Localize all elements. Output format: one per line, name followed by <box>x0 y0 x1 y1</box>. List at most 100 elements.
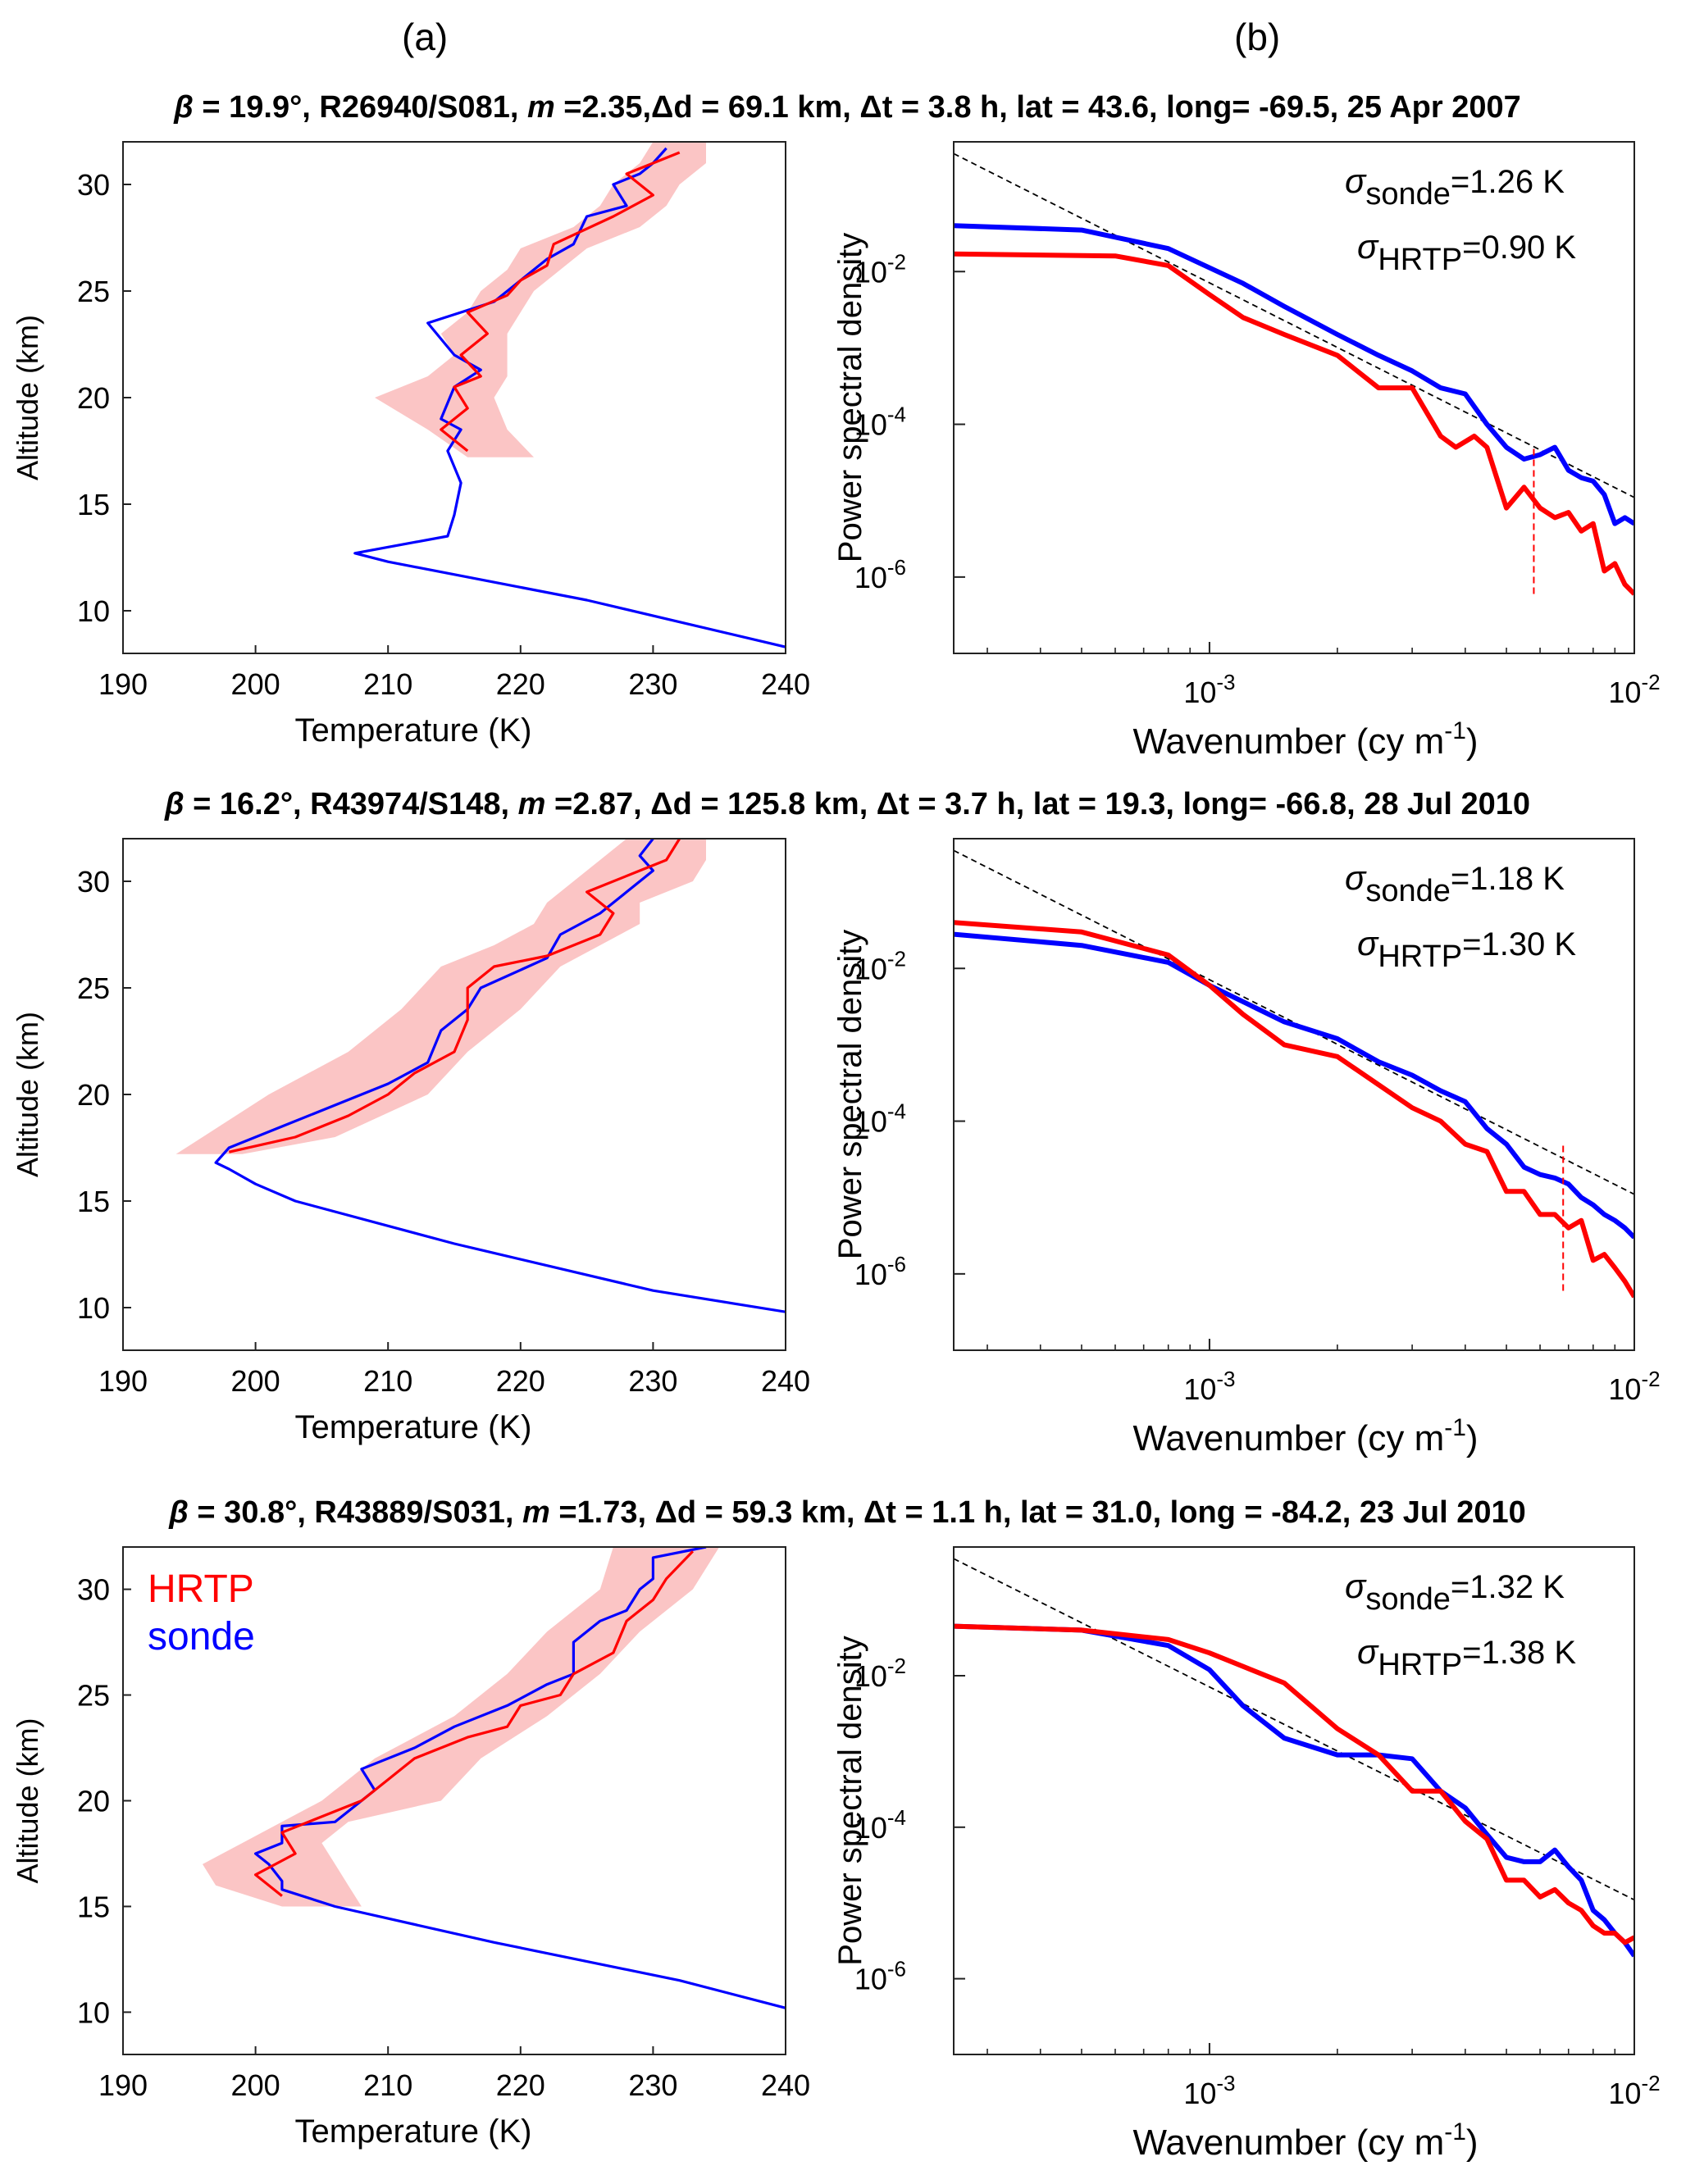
legend-hrtp: HRTP <box>148 1567 254 1611</box>
spectrum-chart-1: 10-3 10-2 10-6 10-4 10-2 Wavenumber (cy m-1) P… <box>832 141 1661 762</box>
y-axis-label: Altitude (km) <box>11 1718 44 1883</box>
x-tick-label: 10-2 <box>1608 2071 1660 2110</box>
row2-title-part1: = 16.2°, R43974/S148, <box>184 787 518 821</box>
x-tick-label: 10-2 <box>1608 1367 1660 1406</box>
x-tick-label: 10-2 <box>1608 670 1660 709</box>
x-tick-label: 200 <box>231 2068 280 2102</box>
x-tick-label: 240 <box>761 2068 810 2102</box>
y-tick-label: 25 <box>77 275 110 308</box>
x-tick-label: 220 <box>496 2068 545 2102</box>
y-tick-label: 10-4 <box>854 403 906 442</box>
sigma-hrtp-annotation: σHRTP=0.90 K <box>1357 227 1576 277</box>
plot-frame <box>953 141 1635 654</box>
hrtp-profile-line <box>440 151 681 453</box>
plot-area <box>353 142 786 648</box>
plot-area <box>954 152 1634 596</box>
x-axis-label: Wavenumber (cy m-1) <box>1132 717 1478 762</box>
y-tick-label: 10-6 <box>854 1252 906 1291</box>
y-tick-label: 10-4 <box>854 1805 906 1845</box>
row2-title-beta: β <box>164 787 185 821</box>
sigma-sonde-annotation: σsonde=1.32 K <box>1345 1567 1565 1617</box>
y-tick-label: 15 <box>77 1890 110 1923</box>
spectrum-chart-3: 10-3 10-2 10-6 10-4 10-2 Wavenumber (cy m-1) P… <box>832 1546 1661 2163</box>
row1-title-part2: =2.35,Δd = 69.1 km, Δt = 3.8 h, lat = 43… <box>554 90 1521 125</box>
sigma-hrtp-annotation: σHRTP=1.38 K <box>1357 1632 1576 1682</box>
panel-label-a: (a) <box>402 16 449 58</box>
y-tick-label: 30 <box>77 865 110 899</box>
row1-title: β = 19.9°, R26940/S081, m =2.35,Δd = 69.… <box>0 90 1695 125</box>
row3-title-part2: =1.73, Δd = 59.3 km, Δt = 1.1 h, lat = 3… <box>549 1495 1526 1530</box>
plot-area <box>954 1558 1634 1958</box>
hrtp-spectrum-line <box>954 251 1634 596</box>
y-axis-label: Altitude (km) <box>11 315 44 480</box>
row2-title-part2: =2.87, Δd = 125.8 km, Δt = 3.7 h, lat = … <box>545 787 1531 821</box>
y-tick-label: 15 <box>77 488 110 521</box>
x-tick-label: 10-3 <box>1183 670 1235 709</box>
y-tick-label: 25 <box>77 971 110 1005</box>
x-tick-label: 210 <box>363 667 412 701</box>
y-tick-label: 10-2 <box>854 946 906 985</box>
x-tick-label: 220 <box>496 667 545 701</box>
sonde-spectrum-line <box>954 931 1634 1240</box>
panel-label-b: (b) <box>1234 16 1281 58</box>
y-tick-label: 15 <box>77 1185 110 1218</box>
sonde-profile-line <box>214 839 786 1313</box>
x-tick-label: 200 <box>231 667 280 701</box>
y-axis-label: Power spectral density <box>832 233 868 562</box>
hrtp-spectrum-line <box>954 920 1634 1299</box>
y-tick-label: 10 <box>77 1995 110 2029</box>
row3-title-beta: β <box>169 1495 189 1530</box>
reference-slope-line <box>954 849 1634 1195</box>
y-tick-label: 10 <box>77 594 110 628</box>
y-tick-label: 20 <box>77 381 110 415</box>
row1-title-part1: = 19.9°, R26940/S081, <box>193 90 527 125</box>
y-tick-label: 25 <box>77 1679 110 1713</box>
x-tick-label: 220 <box>496 1364 545 1398</box>
hrtp-profile-line <box>254 1550 695 1897</box>
plot-frame <box>953 838 1635 1351</box>
plot-area <box>203 1547 786 2009</box>
x-tick-label: 190 <box>98 2068 148 2102</box>
row1-title-m: m <box>526 90 555 125</box>
reference-slope-line <box>954 1558 1634 1901</box>
x-tick-label: 230 <box>628 1364 677 1398</box>
sigma-sonde-annotation: σsonde=1.18 K <box>1345 858 1565 908</box>
hrtp-uncertainty-band <box>375 142 706 457</box>
y-tick-label: 30 <box>77 168 110 202</box>
y-tick-label: 10-4 <box>854 1099 906 1139</box>
row2-title-m: m <box>517 787 546 821</box>
y-axis-label: Power spectral density <box>832 930 868 1259</box>
plot-area <box>954 849 1634 1299</box>
x-tick-label: 240 <box>761 667 810 701</box>
plot-frame <box>953 1546 1635 2055</box>
legend-sonde: sonde <box>148 1615 255 1658</box>
hrtp-uncertainty-band <box>203 1547 720 1907</box>
hrtp-profile-line <box>228 839 681 1153</box>
x-tick-label: 210 <box>363 1364 412 1398</box>
y-tick-label: 10-6 <box>854 555 906 594</box>
x-axis-label: Temperature (K) <box>295 712 532 748</box>
y-tick-label: 10-2 <box>854 249 906 289</box>
x-tick-label: 190 <box>98 667 148 701</box>
temperature-profile-chart-3: 190 200 210 220 230 240 10 15 20 25 30 Temperature … <box>11 1546 810 2150</box>
sonde-profile-line <box>254 1547 786 2009</box>
x-tick-label: 10-3 <box>1183 1367 1235 1406</box>
x-tick-label: 200 <box>231 1364 280 1398</box>
y-tick-label: 10-6 <box>854 1957 906 1996</box>
sonde-spectrum-line <box>954 223 1634 526</box>
x-tick-label: 10-3 <box>1183 2071 1235 2110</box>
row2-title: β = 16.2°, R43974/S148, m =2.87, Δd = 12… <box>0 787 1695 822</box>
hrtp-spectrum-line <box>954 1623 1634 1945</box>
x-tick-label: 190 <box>98 1364 148 1398</box>
row3-title-m: m <box>522 1495 550 1530</box>
x-tick-label: 240 <box>761 1364 810 1398</box>
hrtp-uncertainty-band <box>175 839 707 1154</box>
x-tick-label: 210 <box>363 2068 412 2102</box>
y-tick-label: 30 <box>77 1573 110 1607</box>
y-tick-label: 20 <box>77 1785 110 1818</box>
x-axis-label: Wavenumber (cy m-1) <box>1132 1414 1478 1458</box>
x-axis-label: Temperature (K) <box>295 1409 532 1445</box>
temperature-profile-chart-1: 190 200 210 220 230 240 10 15 20 25 30 Temperature … <box>11 141 810 748</box>
y-tick-label: 10-2 <box>854 1654 906 1693</box>
sonde-spectrum-line <box>954 1623 1634 1958</box>
